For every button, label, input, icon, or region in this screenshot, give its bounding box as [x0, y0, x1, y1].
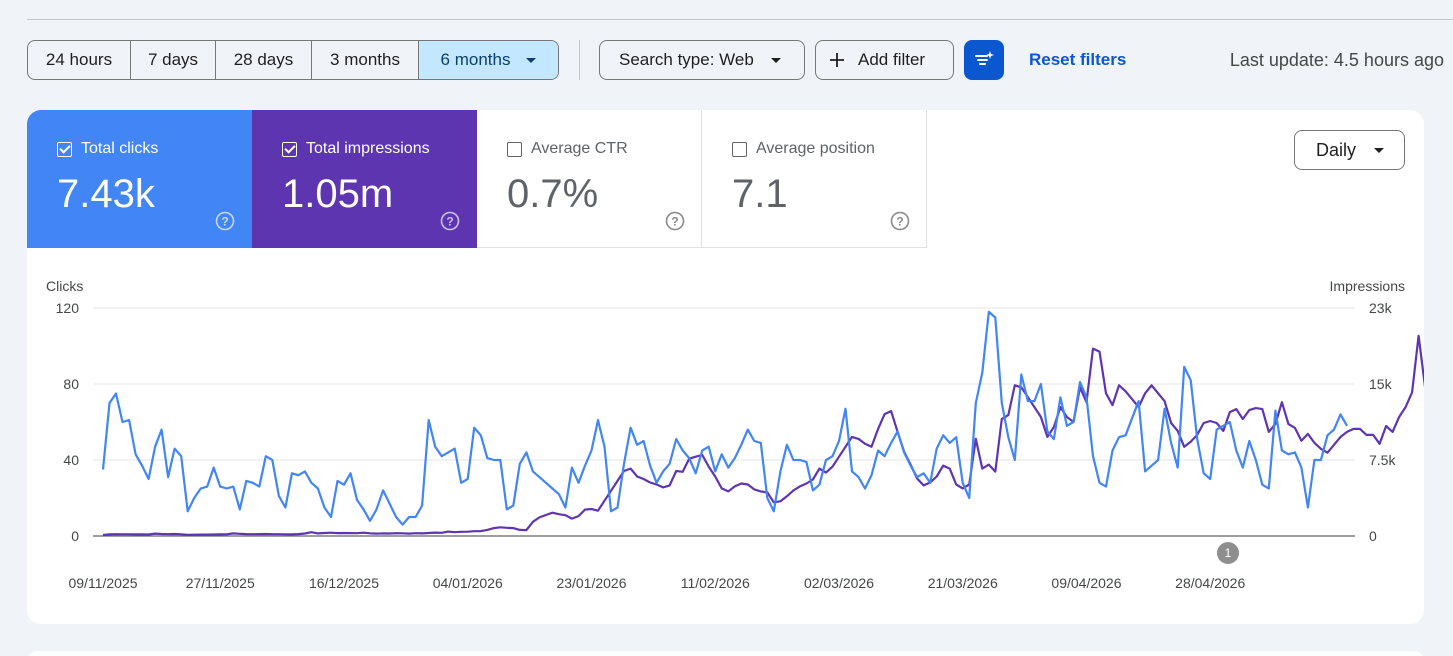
x-tick-label: 21/03/2026	[928, 575, 998, 591]
metric-average-position[interactable]: Average position 7.1 ?	[702, 110, 927, 248]
metric-total-impressions[interactable]: Total impressions 1.05m ?	[252, 110, 477, 248]
metric-value: 7.43k	[57, 172, 155, 216]
chevron-down-icon	[1374, 147, 1385, 153]
svg-text:?: ?	[896, 215, 903, 229]
checkbox-unchecked-icon[interactable]	[732, 141, 747, 157]
granularity-dropdown[interactable]: Daily	[1294, 130, 1405, 170]
left-tick-label: 0	[71, 528, 79, 544]
search-type-dropdown[interactable]: Search type: Web	[599, 40, 805, 80]
svg-text:?: ?	[446, 215, 453, 229]
impressions-series-line	[102, 334, 1424, 537]
date-range-selector: 24 hours 7 days 28 days 3 months 6 month…	[27, 40, 559, 80]
plus-icon	[830, 53, 844, 67]
sparkle-filter-icon	[975, 51, 994, 65]
top-divider	[27, 19, 1453, 20]
x-tick-label: 16/12/2025	[309, 575, 379, 591]
filter-suggestions-button[interactable]	[964, 40, 1004, 80]
x-tick-label: 11/02/2026	[681, 575, 750, 591]
toolbar-divider	[579, 40, 580, 80]
x-tick-label: 27/11/2025	[186, 575, 255, 591]
right-tick-label: 7.5k	[1369, 452, 1396, 468]
right-tick-label: 23k	[1369, 300, 1393, 316]
metric-value: 1.05m	[282, 172, 394, 216]
checkbox-checked-icon[interactable]	[57, 141, 72, 157]
help-icon[interactable]: ?	[665, 211, 685, 231]
help-icon[interactable]: ?	[440, 211, 460, 231]
svg-text:?: ?	[671, 215, 678, 229]
performance-card: Total clicks 7.43k ? Total impressions 1…	[27, 110, 1424, 624]
chevron-down-icon	[526, 57, 537, 63]
range-6-months[interactable]: 6 months	[419, 41, 558, 79]
reset-filters-link[interactable]: Reset filters	[1029, 50, 1127, 69]
left-tick-label: 80	[63, 376, 79, 392]
right-axis-label: Impressions	[1330, 278, 1405, 294]
left-tick-label: 40	[63, 452, 79, 468]
metric-value: 0.7%	[507, 172, 599, 216]
x-tick-label: 09/04/2026	[1051, 575, 1121, 591]
range-7-days[interactable]: 7 days	[131, 41, 216, 79]
range-28-days[interactable]: 28 days	[216, 41, 312, 79]
checkbox-unchecked-icon[interactable]	[507, 141, 522, 157]
right-tick-label: 0	[1369, 528, 1377, 544]
svg-text:?: ?	[221, 215, 228, 229]
right-tick-label: 15k	[1369, 376, 1393, 392]
help-icon[interactable]: ?	[890, 211, 910, 231]
x-tick-label: 23/01/2026	[556, 575, 626, 591]
metric-average-ctr[interactable]: Average CTR 0.7% ?	[477, 110, 702, 248]
chevron-down-icon	[770, 57, 781, 63]
left-axis-label: Clicks	[46, 278, 83, 294]
add-filter-button[interactable]: Add filter	[815, 40, 954, 80]
performance-chart[interactable]: Clicks Impressions 0 0 40 7.5k 80 15k 120 23k 09/1…	[27, 260, 1424, 610]
x-tick-label: 09/11/2025	[68, 575, 137, 591]
range-3-months[interactable]: 3 months	[312, 41, 419, 79]
help-icon[interactable]: ?	[215, 211, 235, 231]
x-tick-label: 02/03/2026	[804, 575, 874, 591]
checkbox-checked-icon[interactable]	[282, 141, 297, 157]
x-tick-label: 28/04/2026	[1175, 575, 1245, 591]
range-24-hours[interactable]: 24 hours	[28, 41, 131, 79]
clicks-series-line	[101, 310, 1348, 526]
annotation-marker[interactable]: 1	[1217, 542, 1239, 564]
left-tick-label: 120	[56, 300, 80, 316]
last-update-text: Last update: 4.5 hours ago	[1229, 50, 1444, 70]
next-card	[27, 651, 1424, 656]
metric-total-clicks[interactable]: Total clicks 7.43k ?	[27, 110, 252, 248]
metric-value: 7.1	[732, 172, 788, 216]
toolbar: 24 hours 7 days 28 days 3 months 6 month…	[27, 40, 1447, 80]
x-tick-label: 04/01/2026	[433, 575, 503, 591]
